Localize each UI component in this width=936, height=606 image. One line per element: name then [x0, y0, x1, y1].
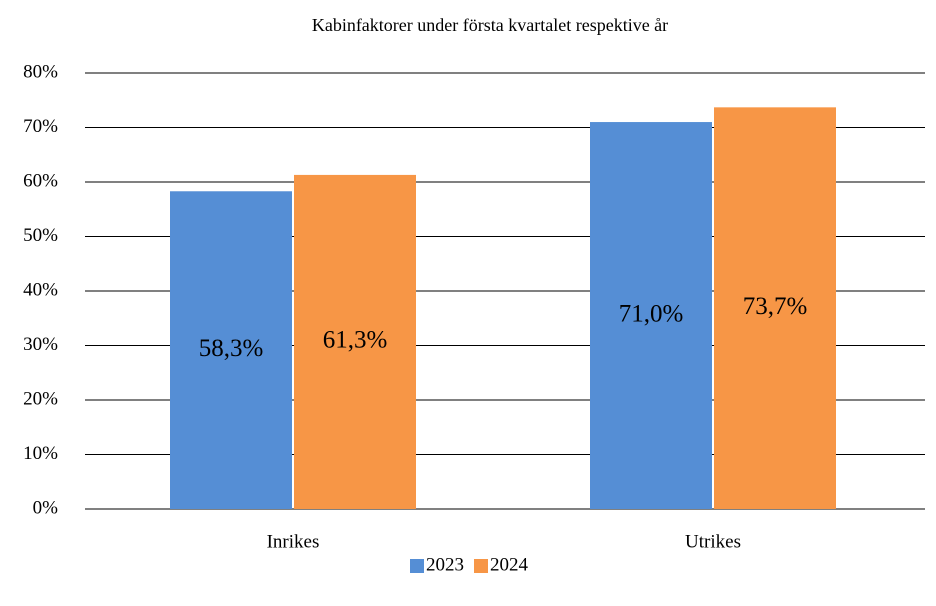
y-tick-label: 60%	[23, 170, 58, 191]
y-tick-label: 10%	[23, 443, 58, 464]
data-label: 73,7%	[743, 293, 808, 320]
y-tick-label: 70%	[23, 116, 58, 137]
data-label: 71,0%	[619, 300, 684, 327]
bar	[294, 174, 416, 510]
bar	[170, 191, 292, 509]
y-tick-label: 50%	[23, 225, 58, 246]
bar	[590, 122, 712, 510]
legend-swatch	[474, 559, 488, 573]
x-tick-label: Utrikes	[685, 531, 741, 552]
y-tick-label: 20%	[23, 388, 58, 409]
y-tick-label: 30%	[23, 334, 58, 355]
y-tick-label: 0%	[33, 497, 59, 518]
bar	[714, 107, 836, 510]
data-label: 61,3%	[323, 327, 388, 354]
data-label: 58,3%	[199, 335, 264, 362]
legend-label: 2024	[490, 554, 529, 575]
legend-label: 2023	[426, 554, 464, 575]
legend-swatch	[410, 559, 424, 573]
y-tick-label: 40%	[23, 279, 58, 300]
chart-title: Kabinfaktorer under första kvartalet res…	[312, 15, 668, 35]
x-tick-label: Inrikes	[267, 531, 320, 552]
y-tick-label: 80%	[23, 61, 58, 82]
